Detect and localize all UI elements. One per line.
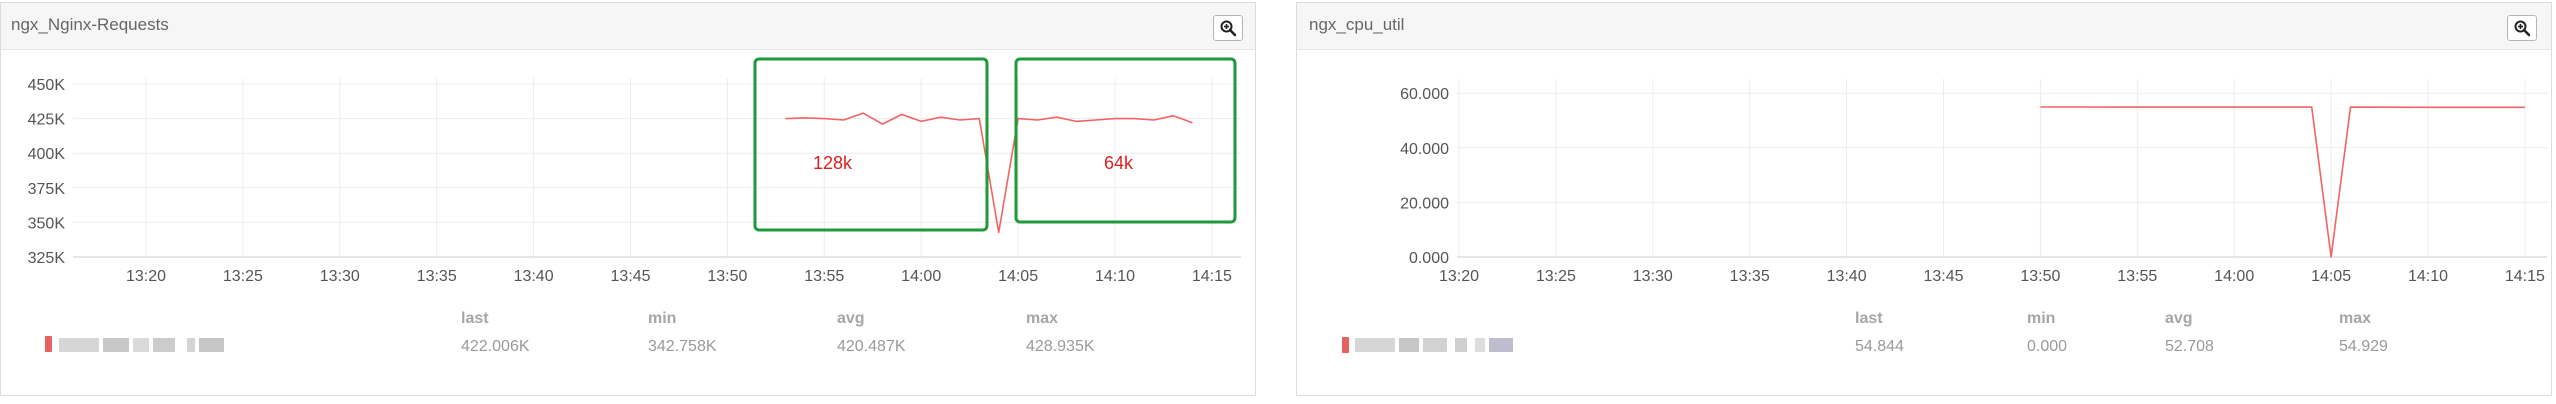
- y-tick-label: 60.000: [1400, 86, 1449, 103]
- panel-title: ngx_Nginx-Requests: [11, 15, 169, 34]
- x-tick-label: 14:05: [2311, 268, 2351, 285]
- stat-value-last: 422.006K: [461, 338, 530, 355]
- x-tick-label: 13:35: [1730, 268, 1770, 285]
- x-tick-label: 13:30: [320, 268, 360, 285]
- x-tick-label: 13:25: [1536, 268, 1576, 285]
- legend-color-swatch: [45, 336, 52, 352]
- legend-series-name-redacted: [1355, 338, 1520, 352]
- x-tick-label: 13:20: [1439, 268, 1479, 285]
- requests-chart: 325K 350K 375K 400K 425K 450K 13:20 13:25 13:30 1…: [28, 57, 1241, 285]
- y-tick-label: 425K: [28, 112, 66, 129]
- stat-label-avg: avg: [837, 310, 865, 327]
- x-tick-label: 13:50: [2020, 268, 2060, 285]
- legend-series-name-redacted: [59, 338, 224, 352]
- x-tick-label: 13:40: [1827, 268, 1867, 285]
- stat-value-avg: 52.708: [2165, 338, 2214, 355]
- y-tick-label: 375K: [28, 181, 66, 198]
- x-tick-label: 14:15: [2505, 268, 2545, 285]
- x-tick-label: 13:50: [707, 268, 747, 285]
- stat-value-last: 54.844: [1855, 338, 1904, 355]
- stat-label-avg: avg: [2165, 310, 2193, 327]
- stat-value-max: 54.929: [2339, 338, 2388, 355]
- x-tick-label: 13:55: [2117, 268, 2157, 285]
- annotation-box: [1014, 57, 1237, 224]
- x-tick-label: 13:35: [417, 268, 457, 285]
- stat-label-last: last: [1855, 310, 1883, 327]
- zoom-button[interactable]: [2507, 15, 2537, 41]
- x-tick-label: 13:55: [804, 268, 844, 285]
- x-tick-label: 13:20: [126, 268, 166, 285]
- legend-color-swatch: [1342, 337, 1349, 353]
- stat-label-last: last: [461, 310, 489, 327]
- series-line: [785, 112, 1193, 234]
- stat-label-min: min: [2027, 310, 2056, 327]
- x-tick-label: 13:45: [610, 268, 650, 285]
- annotation-label: 128k: [813, 153, 853, 173]
- stat-label-max: max: [2339, 310, 2372, 327]
- zoom-button[interactable]: [1213, 15, 1243, 41]
- x-tick-label: 13:30: [1633, 268, 1673, 285]
- stat-value-max: 428.935K: [1026, 338, 1095, 355]
- x-tick-label: 14:15: [1192, 268, 1232, 285]
- series-line: [2040, 106, 2525, 258]
- annotation-box: [753, 57, 989, 232]
- zoom-in-icon: [1220, 20, 1237, 37]
- y-tick-label: 325K: [28, 250, 66, 267]
- x-tick-label: 14:10: [1095, 268, 1135, 285]
- panel-title: ngx_cpu_util: [1309, 15, 1405, 34]
- y-tick-label: 350K: [28, 215, 66, 232]
- x-tick-label: 13:45: [1923, 268, 1963, 285]
- y-tick-label: 40.000: [1400, 141, 1449, 158]
- cpu-util-chart: 0.000 20.000 40.000 60.000 13:20 13:25 13:30 13…: [1400, 79, 2547, 285]
- annotation-label: 64k: [1104, 153, 1134, 173]
- panel-header: ngx_Nginx-Requests: [1, 3, 1255, 50]
- stat-label-max: max: [1026, 310, 1059, 327]
- stat-label-min: min: [648, 310, 677, 327]
- panel-cpu-util: ngx_cpu_util 0.000 20.000 40.000 60.000 13:2…: [1296, 2, 2552, 396]
- y-tick-label: 450K: [28, 77, 66, 94]
- panel-header: ngx_cpu_util: [1297, 3, 2551, 50]
- stat-value-min: 342.758K: [648, 338, 717, 355]
- stat-value-min: 0.000: [2027, 338, 2068, 355]
- y-tick-label: 0.000: [1409, 250, 1449, 267]
- panel-nginx-requests: ngx_Nginx-Requests 325K 350K 375K 400K 425K 4…: [0, 2, 1256, 396]
- x-tick-label: 14:10: [2408, 268, 2448, 285]
- y-tick-label: 20.000: [1400, 195, 1449, 212]
- stat-value-avg: 420.487K: [837, 338, 906, 355]
- y-tick-label: 400K: [28, 146, 66, 163]
- zoom-in-icon: [2514, 20, 2531, 37]
- x-tick-label: 14:00: [901, 268, 941, 285]
- x-tick-label: 13:40: [514, 268, 554, 285]
- x-tick-label: 13:25: [223, 268, 263, 285]
- x-tick-label: 14:00: [2214, 268, 2254, 285]
- x-tick-label: 14:05: [998, 268, 1038, 285]
